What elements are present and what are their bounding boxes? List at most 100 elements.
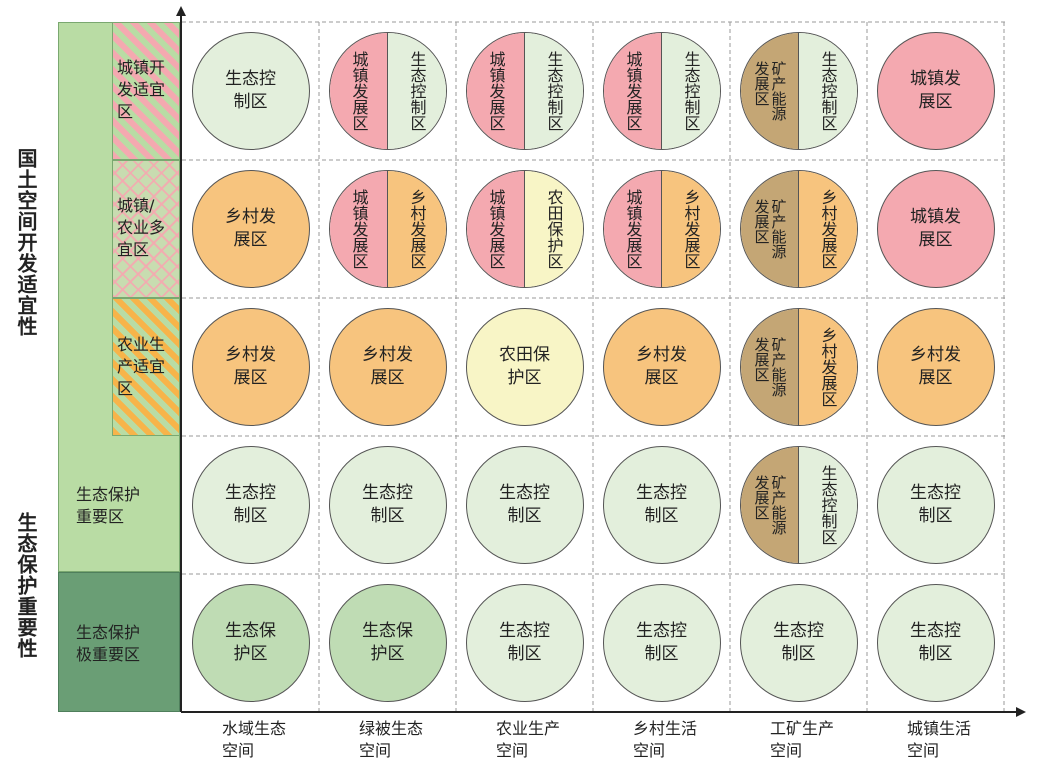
zone-half-right: 生态控制区 — [524, 33, 583, 149]
zone-half-left: 矿产能源 发展区 — [740, 447, 799, 563]
zone-label: 乡村发展区 — [407, 189, 427, 269]
zone-label: 农田保护区 — [544, 189, 564, 269]
zone-cell-r0-c2: 城镇发展区 生态控制区 — [465, 32, 584, 150]
zone-cell-r3-c3: 生态控制区 — [602, 446, 721, 564]
zone-cell-r0-c1: 城镇发展区 生态控制区 — [328, 32, 447, 150]
zone-cell-r3-c0: 生态控制区 — [191, 446, 310, 564]
zone-divider — [797, 309, 800, 425]
zone-label: 城镇发展区 — [623, 51, 643, 131]
zone-cell-r0-c4: 矿产能源 发展区 生态控制区 — [739, 32, 858, 150]
zone-label: 乡村发展区 — [818, 189, 838, 269]
zone-cell-r0-c0: 生态控制区 — [191, 32, 310, 150]
zone-cell-r4-c3: 生态控制区 — [602, 584, 721, 702]
zone-half-right: 乡村发展区 — [661, 171, 720, 287]
zone-label: 生态控制区 — [636, 621, 687, 664]
zone-label: 生态控制区 — [636, 483, 687, 526]
zone-label: 乡村发展区 — [818, 327, 838, 407]
zone-label: 城镇发展区 — [910, 69, 961, 112]
zone-half-right: 生态控制区 — [387, 33, 446, 149]
zone-divider — [660, 33, 663, 149]
zone-label: 农田保护区 — [499, 345, 550, 388]
zone-divider — [660, 171, 663, 287]
zone-half-right: 乡村发展区 — [798, 309, 857, 425]
zone-cell-r1-c2: 城镇发展区 农田保护区 — [465, 170, 584, 288]
zone-cell-r2-c0: 乡村发展区 — [191, 308, 310, 426]
zone-label: 生态控制区 — [818, 51, 838, 131]
zone-cell-r3-c1: 生态控制区 — [328, 446, 447, 564]
zone-divider — [797, 171, 800, 287]
zone-divider — [386, 171, 389, 287]
zone-half-left: 城镇发展区 — [603, 33, 662, 149]
zone-cell-r2-c4: 矿产能源 发展区 乡村发展区 — [739, 308, 858, 426]
col-label-agri: 农业生产 空间 — [496, 719, 561, 760]
zone-cell-r2-c2: 农田保护区 — [465, 308, 584, 426]
zone-divider — [797, 447, 800, 563]
zone-divider — [386, 33, 389, 149]
zone-label: 乡村发展区 — [225, 207, 276, 250]
zone-half-left: 矿产能源 发展区 — [740, 171, 799, 287]
zone-half-left: 城镇发展区 — [466, 33, 525, 149]
zone-cell-r1-c1: 城镇发展区 乡村发展区 — [328, 170, 447, 288]
zone-half-left: 城镇发展区 — [466, 171, 525, 287]
y-axis-lower-title: 生态保护重要性 — [14, 512, 38, 659]
zone-cell-r0-c3: 城镇发展区 生态控制区 — [602, 32, 721, 150]
zone-label: 生态控制区 — [407, 51, 427, 131]
zone-label: 生态控制区 — [225, 69, 276, 112]
zone-half-left: 城镇发展区 — [329, 33, 388, 149]
zone-label: 矿产能源 发展区 — [752, 199, 788, 259]
zone-divider — [523, 33, 526, 149]
zone-label: 城镇发展区 — [349, 51, 369, 131]
zone-label: 城镇发展区 — [486, 189, 506, 269]
zone-label: 城镇发展区 — [910, 207, 961, 250]
col-label-town: 城镇生活 空间 — [907, 719, 972, 760]
zone-label: 乡村发展区 — [362, 345, 413, 388]
zone-label: 生态控制区 — [910, 621, 961, 664]
row-label-eco-important: 生态保护 重要区 — [76, 485, 141, 526]
row-label-town-suitable: 城镇开 发适宜区 — [117, 58, 166, 121]
swatch-agri-suitable — [112, 298, 180, 436]
zone-cell-r1-c3: 城镇发展区 乡村发展区 — [602, 170, 721, 288]
zone-label: 矿产能源 发展区 — [752, 61, 788, 121]
axes — [176, 6, 1026, 717]
zone-label: 生态控制区 — [910, 483, 961, 526]
zone-cell-r3-c4: 矿产能源 发展区 生态控制区 — [739, 446, 858, 564]
y-axis-upper-title: 国土空间开发适宜性 — [14, 148, 38, 337]
zone-cell-r2-c1: 乡村发展区 — [328, 308, 447, 426]
zone-divider — [797, 33, 800, 149]
zone-label: 城镇发展区 — [623, 189, 643, 269]
zone-label: 城镇发展区 — [486, 51, 506, 131]
zone-cell-r4-c0: 生态保护区 — [191, 584, 310, 702]
zone-label: 生态保护区 — [225, 621, 276, 664]
zone-cell-r4-c4: 生态控制区 — [739, 584, 858, 702]
zone-divider — [523, 171, 526, 287]
zone-label: 城镇发展区 — [349, 189, 369, 269]
zone-half-left: 矿产能源 发展区 — [740, 33, 799, 149]
col-label-green: 绿被生态 空间 — [359, 719, 424, 760]
col-label-mining: 工矿生产 空间 — [770, 719, 835, 760]
row-label-eco-very-important: 生态保护 极重要区 — [76, 623, 141, 664]
zone-half-right: 乡村发展区 — [798, 171, 857, 287]
zone-label: 矿产能源 发展区 — [752, 475, 788, 535]
zone-half-left: 城镇发展区 — [329, 171, 388, 287]
zone-cell-r0-c5: 城镇发展区 — [876, 32, 995, 150]
zone-cell-r1-c5: 城镇发展区 — [876, 170, 995, 288]
zone-cell-r3-c5: 生态控制区 — [876, 446, 995, 564]
zone-half-left: 城镇发展区 — [603, 171, 662, 287]
zone-label: 乡村发展区 — [681, 189, 701, 269]
zone-label: 乡村发展区 — [225, 345, 276, 388]
zone-label: 生态控制区 — [225, 483, 276, 526]
grid-lines — [182, 21, 1005, 712]
zone-label: 生态控制区 — [681, 51, 701, 131]
zone-label: 矿产能源 发展区 — [752, 337, 788, 397]
zone-half-right: 生态控制区 — [661, 33, 720, 149]
zone-label: 生态保护区 — [362, 621, 413, 664]
zone-label: 生态控制区 — [544, 51, 564, 131]
zone-cell-r1-c0: 乡村发展区 — [191, 170, 310, 288]
zone-cell-r4-c2: 生态控制区 — [465, 584, 584, 702]
zone-label: 生态控制区 — [499, 621, 550, 664]
row-label-multi-suitable: 城镇/农业多 宜区 — [117, 196, 166, 259]
row-label-agri-suitable: 农业生 产适宜区 — [117, 335, 166, 398]
zone-cell-r1-c4: 矿产能源 发展区 乡村发展区 — [739, 170, 858, 288]
